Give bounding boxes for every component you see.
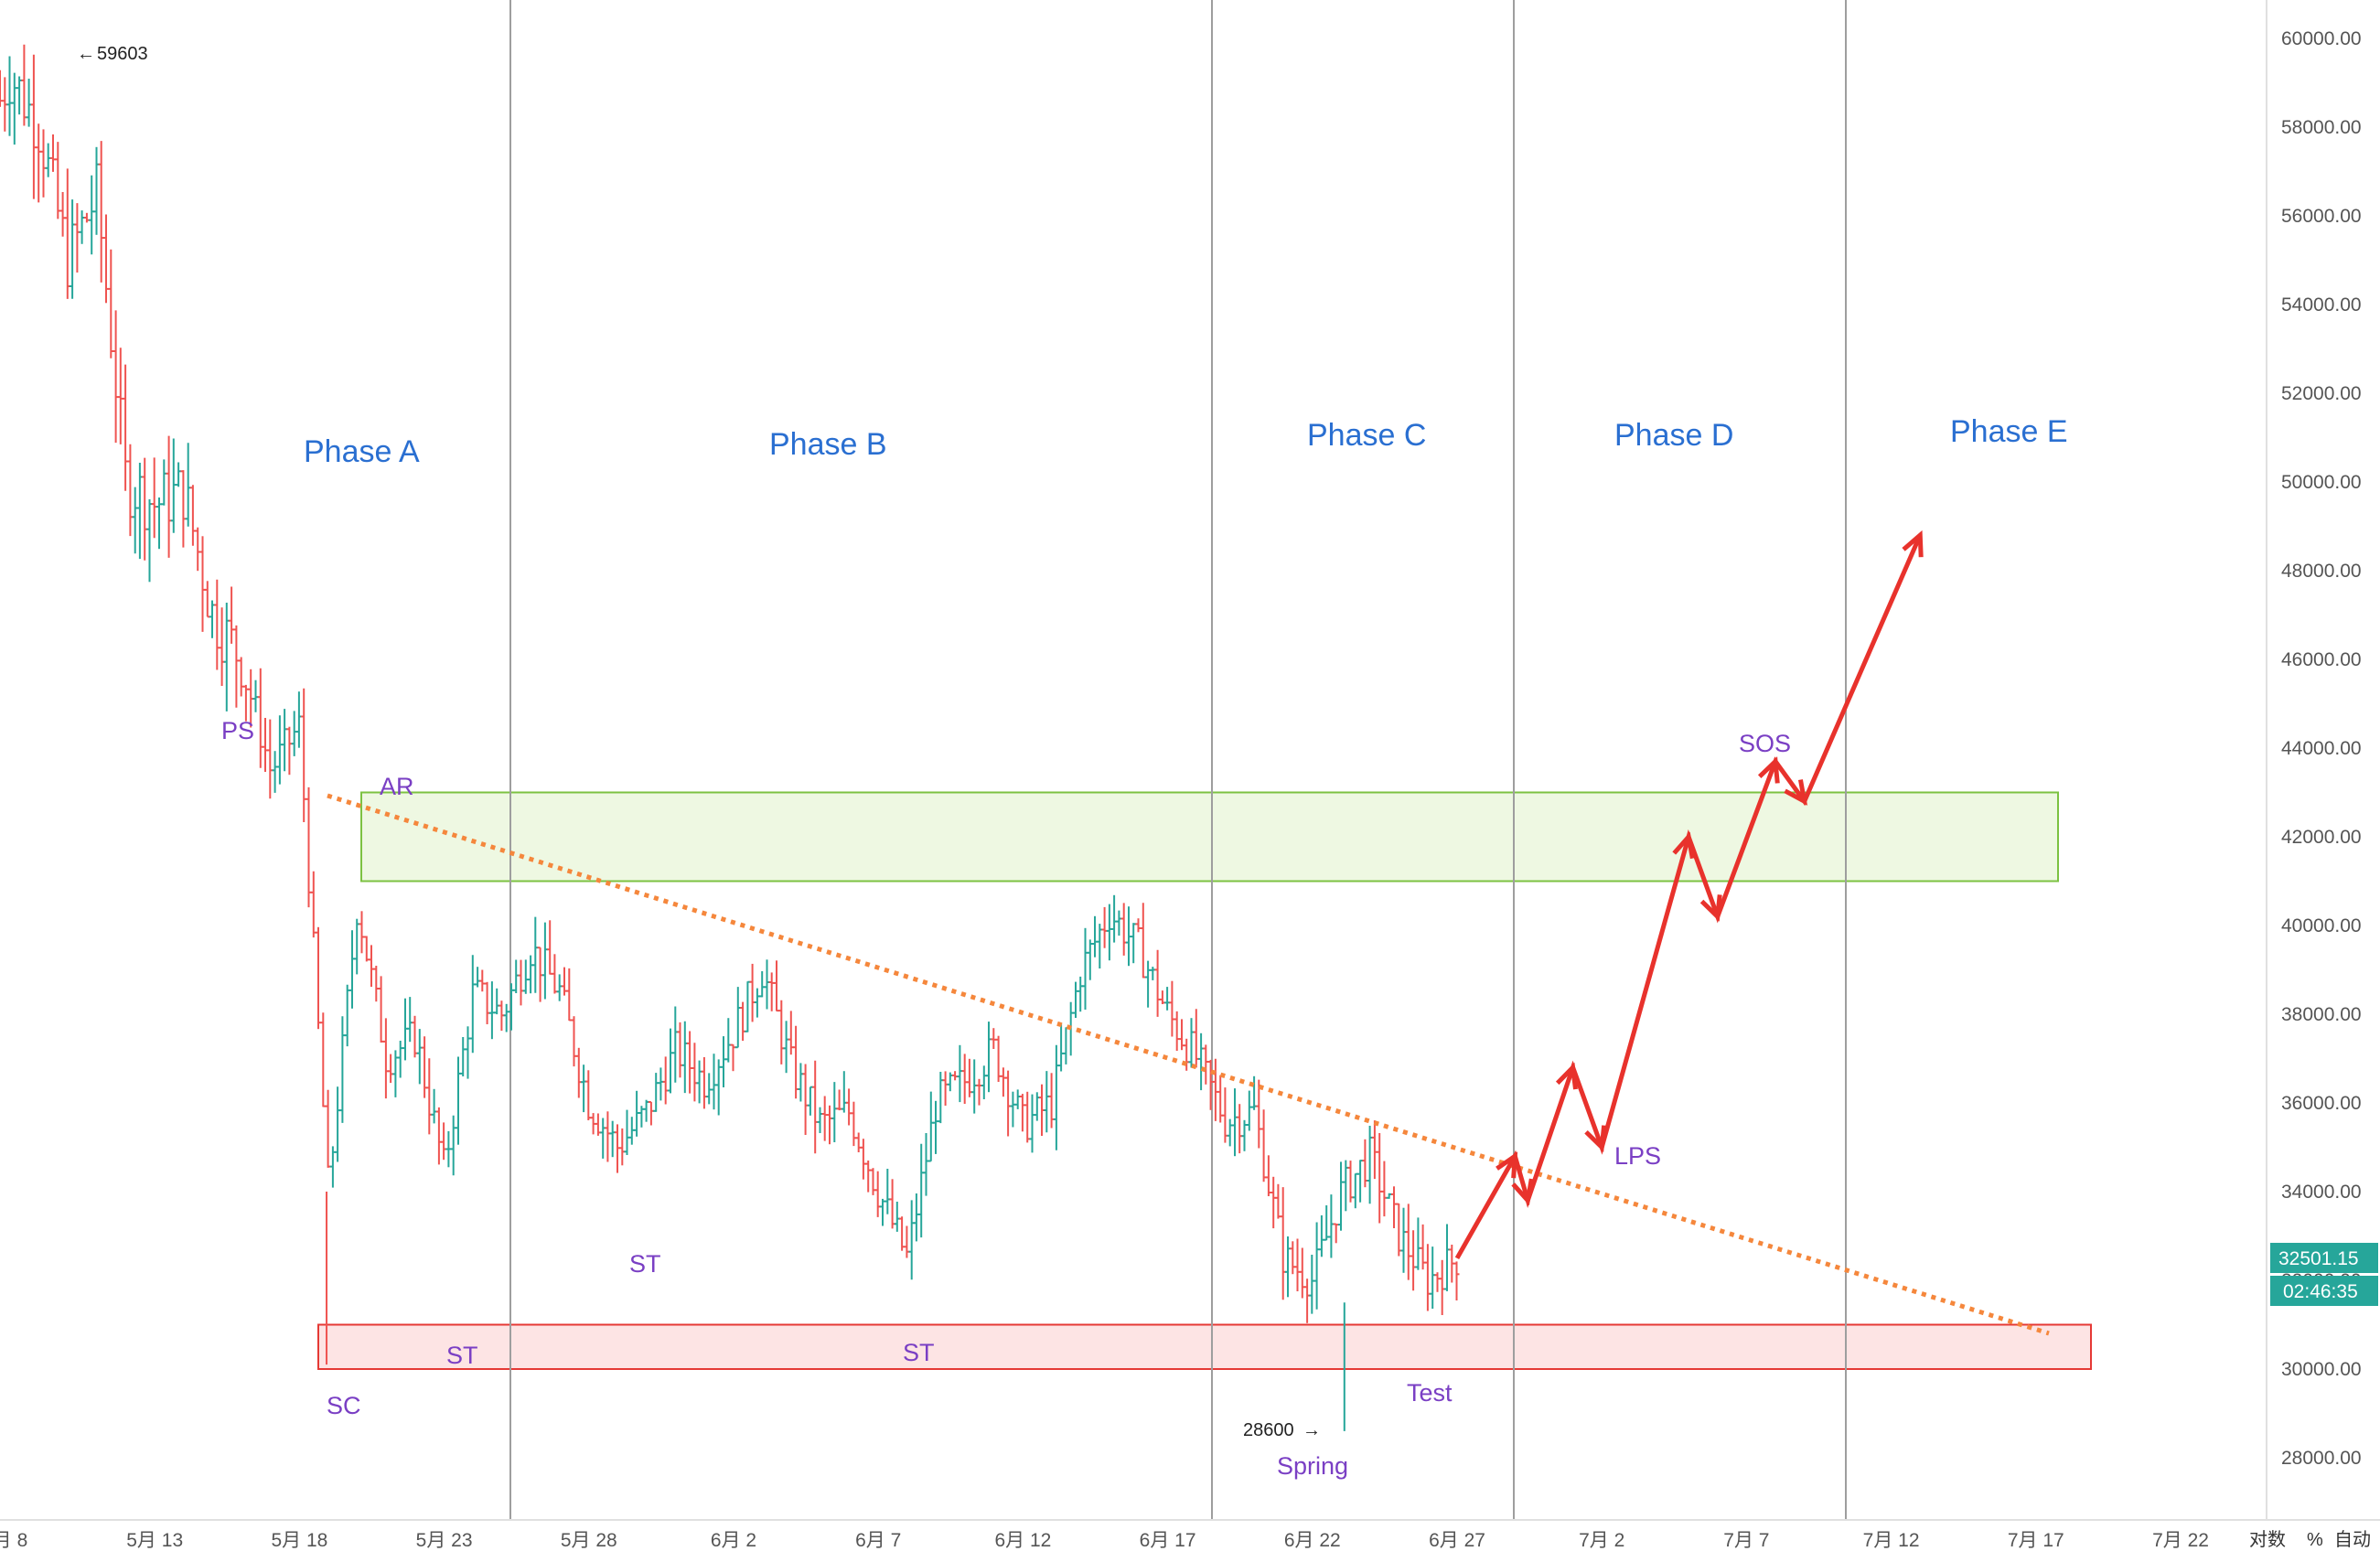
- countdown-badge: [2270, 1276, 2378, 1306]
- price-tick-label: 60000.00: [2281, 28, 2362, 49]
- price-tick-label: 42000.00: [2281, 827, 2362, 848]
- price-tick-label: 38000.00: [2281, 1004, 2362, 1025]
- high-price-arrow: ←: [77, 44, 95, 64]
- event-label-ar: AR: [380, 773, 414, 800]
- event-label-lps: LPS: [1614, 1142, 1661, 1170]
- arrowhead: [1699, 894, 1722, 922]
- event-label-test: Test: [1407, 1379, 1453, 1407]
- time-tick-label: 6月 27: [1429, 1530, 1485, 1551]
- event-label-spring: Spring: [1277, 1452, 1348, 1480]
- zones-layer: [317, 791, 2092, 1370]
- price-tick-label: 48000.00: [2281, 561, 2362, 582]
- axis-controls: 对数 % 自动: [2249, 1529, 2371, 1550]
- time-tick-label: 6月 7: [855, 1530, 901, 1551]
- extreme-price-labels: ← 59603 28600 →: [77, 44, 1321, 1440]
- time-tick-label: 5月 18: [271, 1530, 327, 1551]
- phase-label-c: Phase C: [1307, 418, 1426, 453]
- price-tick-label: 44000.00: [2281, 738, 2362, 759]
- time-tick-label: 6月 2: [711, 1530, 756, 1551]
- phase-label-e: Phase E: [1950, 414, 2068, 449]
- event-label-sc: SC: [327, 1392, 361, 1419]
- time-tick-label: 6月 17: [1140, 1530, 1196, 1551]
- phase-label-d: Phase D: [1614, 418, 1733, 453]
- price-tick-label: 56000.00: [2281, 206, 2362, 227]
- time-tick-label: 6月 12: [994, 1530, 1051, 1551]
- time-tick-label: 月 8: [0, 1530, 27, 1551]
- event-labels: PS AR SC ST ST ST ST Spring Test LPS SOS: [221, 717, 1791, 1480]
- price-tick-label: 58000.00: [2281, 117, 2362, 138]
- price-tick-label: 52000.00: [2281, 383, 2362, 404]
- arrowhead: [1511, 1178, 1534, 1206]
- time-tick-label: 7月 22: [2152, 1530, 2209, 1551]
- price-tick-label: 50000.00: [2281, 472, 2362, 493]
- percent-scale-toggle[interactable]: %: [2307, 1530, 2323, 1550]
- current-price-badges: 32501.15 02:46:35: [2270, 1243, 2378, 1306]
- arrowhead: [1672, 831, 1695, 860]
- log-scale-toggle[interactable]: 对数: [2249, 1529, 2286, 1550]
- event-label-st-3: ST: [903, 1339, 935, 1366]
- time-tick-label: 5月 23: [416, 1530, 473, 1551]
- projection-arrowheads: [1496, 530, 1924, 1206]
- time-tick-label: 5月 13: [126, 1530, 183, 1551]
- arrowhead: [1757, 756, 1780, 784]
- event-label-st-2: ST: [629, 1250, 661, 1278]
- phase-label-b: Phase B: [769, 427, 887, 462]
- price-tick-label: 40000.00: [2281, 915, 2362, 936]
- support-zone: [317, 1323, 2092, 1370]
- arrowhead: [1555, 1062, 1578, 1090]
- resistance-zone: [360, 791, 2059, 883]
- time-axis[interactable]: 月 8 5月 13 5月 18 5月 23 5月 28 6月 2 6月 7 6月 12 6月 1…: [0, 1519, 2380, 1551]
- arrowhead: [1584, 1125, 1607, 1152]
- phase-labels: Phase A Phase B Phase C Phase D Phase E: [304, 414, 2068, 469]
- countdown-text: 02:46:35: [2283, 1281, 2358, 1302]
- price-tick-label: 28000.00: [2281, 1448, 2362, 1469]
- last-price-text: 32501.15: [2278, 1248, 2359, 1269]
- time-tick-label: 5月 28: [561, 1530, 617, 1551]
- price-tick-label: 54000.00: [2281, 294, 2362, 316]
- price-tick-label: 46000.00: [2281, 649, 2362, 670]
- event-label-st-1: ST: [446, 1342, 478, 1369]
- event-label-ps: PS: [221, 717, 254, 744]
- projected-path-arrows: [1454, 534, 1923, 1260]
- descending-trendline: [327, 793, 2050, 1336]
- phase-label-a: Phase A: [304, 434, 420, 469]
- time-tick-label: 7月 2: [1579, 1530, 1624, 1551]
- candle: [1453, 1261, 1460, 1300]
- event-label-sos: SOS: [1739, 730, 1791, 757]
- time-tick-label: 7月 17: [2008, 1530, 2064, 1551]
- arrowhead: [1496, 1151, 1518, 1179]
- arrowhead: [1902, 530, 1924, 558]
- time-tick-label: 6月 22: [1284, 1530, 1341, 1551]
- low-price-label: 28600: [1243, 1420, 1294, 1440]
- high-price-label: 59603: [97, 44, 148, 64]
- phase-separator-lines: [509, 0, 1847, 1520]
- last-price-badge: [2270, 1243, 2378, 1273]
- time-tick-label: 7月 12: [1863, 1530, 1920, 1551]
- time-tick-label: 7月 7: [1723, 1530, 1769, 1551]
- price-tick-label: 36000.00: [2281, 1093, 2362, 1114]
- price-tick-label: 34000.00: [2281, 1182, 2362, 1203]
- auto-scale-toggle[interactable]: 自动: [2334, 1529, 2371, 1550]
- candlestick-series: [0, 44, 1460, 1431]
- price-tick-label: 30000.00: [2281, 1359, 2362, 1380]
- arrowhead: [1784, 779, 1808, 806]
- low-price-arrow: →: [1303, 1420, 1321, 1440]
